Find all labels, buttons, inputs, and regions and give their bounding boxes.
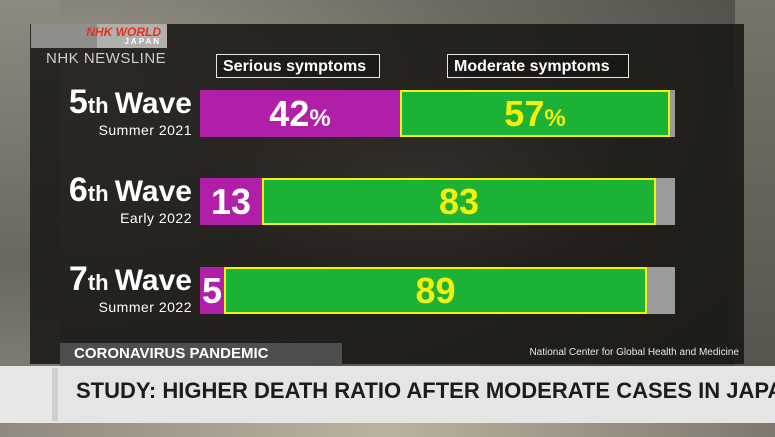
wave-period: Summer 2021 bbox=[98, 122, 192, 138]
data-label-moderate: 57% bbox=[400, 90, 670, 137]
data-label-serious: 42% bbox=[200, 90, 400, 137]
wave-label: 6th Wave bbox=[48, 171, 192, 210]
data-label-unit: % bbox=[544, 105, 566, 132]
wave-label: 7th Wave bbox=[48, 260, 192, 299]
bar-row: 13 83 bbox=[200, 178, 675, 225]
bar-moderate bbox=[400, 90, 670, 137]
bar-moderate bbox=[262, 178, 656, 225]
logo-sub: JAPAN bbox=[124, 37, 161, 46]
row-label: 5th Wave Summer 2021 bbox=[48, 83, 192, 138]
legend-moderate: Moderate symptoms bbox=[447, 54, 629, 78]
bar-row: 42% 57% bbox=[200, 90, 675, 137]
wave-word: Wave bbox=[114, 175, 192, 208]
wave-period: Early 2022 bbox=[120, 210, 192, 226]
wave-word: Wave bbox=[114, 87, 192, 120]
bottom-strip bbox=[0, 423, 775, 437]
wave-number: 7 bbox=[68, 260, 88, 298]
wave-period: Summer 2022 bbox=[98, 299, 192, 315]
data-label-moderate: 83 bbox=[262, 178, 656, 225]
headline-band bbox=[0, 366, 775, 423]
data-label-value: 57 bbox=[504, 93, 545, 134]
data-label-serious: 5 bbox=[200, 267, 224, 314]
program-name: NHK NEWSLINE bbox=[46, 50, 167, 67]
logo-bar bbox=[31, 24, 97, 48]
wave-number: 5 bbox=[68, 83, 88, 121]
source-credit: National Center for Global Health and Me… bbox=[529, 347, 739, 358]
nhk-world-logo: NHK WORLD JAPAN bbox=[31, 24, 167, 48]
logo-text: NHK WORLD bbox=[86, 25, 161, 39]
bar-serious bbox=[200, 90, 400, 137]
wave-suffix: th bbox=[87, 181, 115, 206]
wave-label: 5th Wave bbox=[48, 83, 192, 122]
row-label: 6th Wave Early 2022 bbox=[48, 171, 192, 226]
data-label-unit: % bbox=[309, 105, 331, 132]
row-label: 7th Wave Summer 2022 bbox=[48, 260, 192, 315]
bar-serious bbox=[200, 267, 224, 314]
topic-label: CORONAVIRUS PANDEMIC bbox=[60, 343, 342, 365]
headline-accent bbox=[52, 368, 58, 421]
legend-serious: Serious symptoms bbox=[216, 54, 380, 78]
bar-moderate bbox=[224, 267, 647, 314]
data-label-value: 5 bbox=[201, 270, 223, 311]
data-label-value: 83 bbox=[438, 181, 480, 222]
headline: STUDY: HIGHER DEATH RATIO AFTER MODERATE… bbox=[76, 378, 775, 403]
bar-serious bbox=[200, 178, 262, 225]
data-label-moderate: 89 bbox=[224, 267, 647, 314]
wave-word: Wave bbox=[114, 264, 192, 297]
wave-suffix: th bbox=[87, 93, 115, 118]
data-label-value: 13 bbox=[210, 181, 252, 222]
wave-number: 6 bbox=[68, 171, 88, 209]
data-label-value: 89 bbox=[415, 270, 456, 311]
data-label-serious: 13 bbox=[200, 178, 262, 225]
bar-row: 5 89 bbox=[200, 267, 675, 314]
wave-suffix: th bbox=[87, 270, 115, 295]
data-label-value: 42 bbox=[269, 93, 310, 134]
